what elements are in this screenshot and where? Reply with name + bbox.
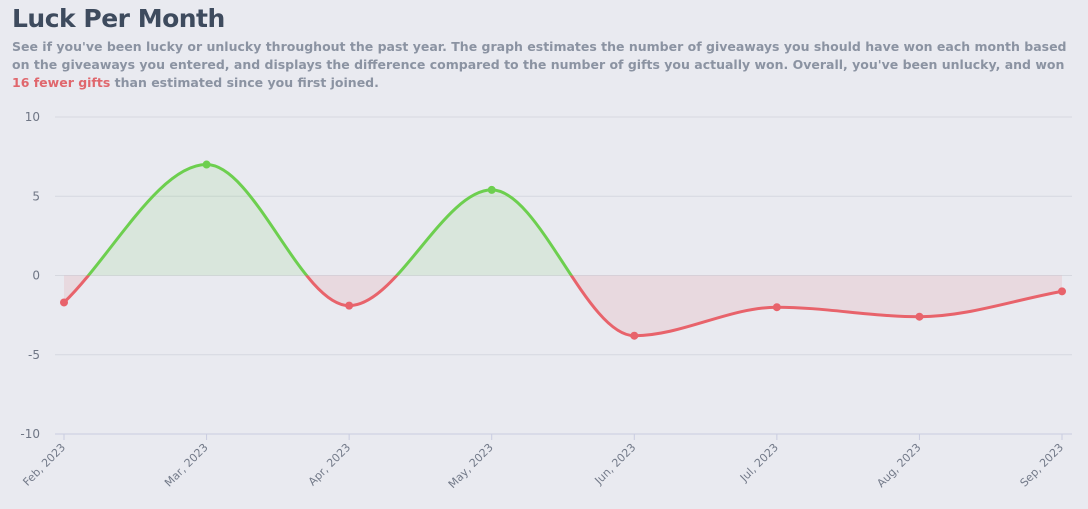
x-tick-label: May, 2023	[446, 441, 496, 491]
x-tick-label: Mar, 2023	[162, 441, 211, 490]
negative-area	[64, 275, 1062, 336]
data-point	[202, 160, 211, 169]
data-point	[345, 301, 354, 310]
negative-line	[62, 275, 1063, 338]
x-tick-label: Apr, 2023	[306, 441, 353, 488]
positive-line	[86, 163, 574, 276]
y-tick-label: 10	[25, 110, 40, 124]
y-tick-label: -5	[28, 348, 40, 362]
data-point	[915, 312, 924, 321]
chart-subtitle: See if you've been lucky or unlucky thro…	[12, 38, 1082, 92]
subtitle-highlight: 16 fewer gifts	[12, 75, 111, 90]
x-tick-label: Feb, 2023	[20, 441, 68, 489]
x-tick-label: Sep, 2023	[1018, 441, 1067, 490]
positive-area	[64, 164, 1062, 276]
data-point	[487, 185, 496, 194]
data-point	[772, 303, 781, 312]
y-tick-label: 0	[32, 269, 40, 283]
data-point	[60, 298, 68, 307]
y-tick-label: -10	[20, 427, 40, 441]
subtitle-text: See if you've been lucky or unlucky thro…	[12, 39, 1067, 72]
data-point	[630, 331, 639, 340]
x-tick-label: Aug, 2023	[874, 441, 923, 490]
y-tick-label: 5	[32, 189, 40, 203]
data-point	[1058, 287, 1066, 296]
x-tick-label: Jul, 2023	[737, 441, 781, 485]
x-tick-label: Jun, 2023	[592, 441, 639, 488]
subtitle-text: than estimated since you first joined.	[110, 75, 379, 90]
chart-title: Luck Per Month	[12, 4, 225, 33]
